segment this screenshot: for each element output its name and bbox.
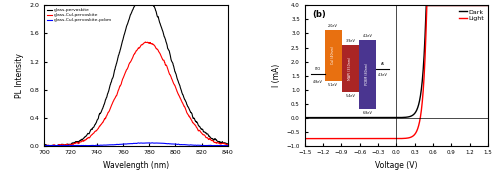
Dark: [410, 114, 416, 116]
glass-pervoskite: [44, 145, 50, 147]
glass-CuI-pervoskite: [86, 137, 92, 139]
glass-pervoskite: [162, 38, 168, 40]
Dark: [440, 4, 446, 7]
glass-CuI-pervoskite: [207, 137, 213, 140]
glass-CuI-pervoskite: [41, 145, 47, 147]
glass-CuI-pervoskite: [93, 130, 99, 132]
glass-CuI-pervoskite-pcbm: [184, 144, 190, 146]
X-axis label: Voltage (V): Voltage (V): [375, 161, 418, 170]
glass-CuI-pervoskite-pcbm: [87, 145, 93, 147]
Line: glass-CuI-pervoskite: glass-CuI-pervoskite: [44, 42, 228, 146]
glass-CuI-pervoskite-pcbm: [41, 145, 47, 147]
Light: [334, 138, 340, 140]
glass-pervoskite: [41, 144, 47, 146]
glass-pervoskite: [184, 105, 190, 107]
Light: [485, 4, 491, 7]
Line: Dark: Dark: [305, 5, 488, 118]
glass-CuI-pervoskite: [100, 122, 106, 124]
Dark: [349, 116, 355, 119]
glass-CuI-pervoskite-pcbm: [225, 145, 231, 147]
glass-CuI-pervoskite-pcbm: [43, 145, 49, 147]
Dark: [423, 4, 429, 7]
Legend: glass-pervoskite, glass-CuI-pervoskite, glass-CuI-pervoskite-pcbm: glass-pervoskite, glass-CuI-pervoskite, …: [47, 8, 112, 23]
glass-CuI-pervoskite-pcbm: [207, 144, 213, 147]
glass-CuI-pervoskite: [225, 144, 231, 146]
glass-pervoskite: [207, 136, 213, 139]
Legend: Dark, Light: Dark, Light: [458, 9, 485, 22]
Y-axis label: PL Intensity: PL Intensity: [15, 53, 24, 98]
Y-axis label: I (mA): I (mA): [272, 64, 281, 87]
glass-CuI-pervoskite: [162, 63, 168, 65]
Light: [440, 4, 446, 7]
Line: glass-pervoskite: glass-pervoskite: [44, 0, 228, 146]
Light: [424, 4, 430, 7]
Line: Light: Light: [305, 5, 488, 139]
Text: (b): (b): [312, 10, 326, 19]
glass-pervoskite: [225, 143, 231, 145]
Light: [410, 135, 416, 137]
Light: [349, 138, 355, 140]
Dark: [385, 116, 390, 119]
glass-pervoskite: [87, 132, 93, 134]
glass-CuI-pervoskite-pcbm: [162, 142, 168, 145]
glass-CuI-pervoskite: [142, 41, 148, 43]
glass-CuI-pervoskite: [184, 112, 190, 115]
Dark: [302, 116, 308, 119]
Light: [302, 138, 308, 140]
glass-pervoskite: [93, 121, 99, 124]
glass-CuI-pervoskite-pcbm: [100, 144, 106, 146]
glass-CuI-pervoskite-pcbm: [93, 144, 99, 146]
Line: glass-CuI-pervoskite-pcbm: glass-CuI-pervoskite-pcbm: [44, 143, 228, 146]
Dark: [334, 116, 340, 119]
Light: [385, 138, 390, 140]
Light: [424, 4, 430, 7]
Dark: [485, 4, 491, 7]
glass-CuI-pervoskite-pcbm: [149, 142, 155, 144]
glass-pervoskite: [100, 107, 106, 110]
X-axis label: Wavelength (nm): Wavelength (nm): [103, 161, 169, 170]
Dark: [424, 4, 430, 7]
